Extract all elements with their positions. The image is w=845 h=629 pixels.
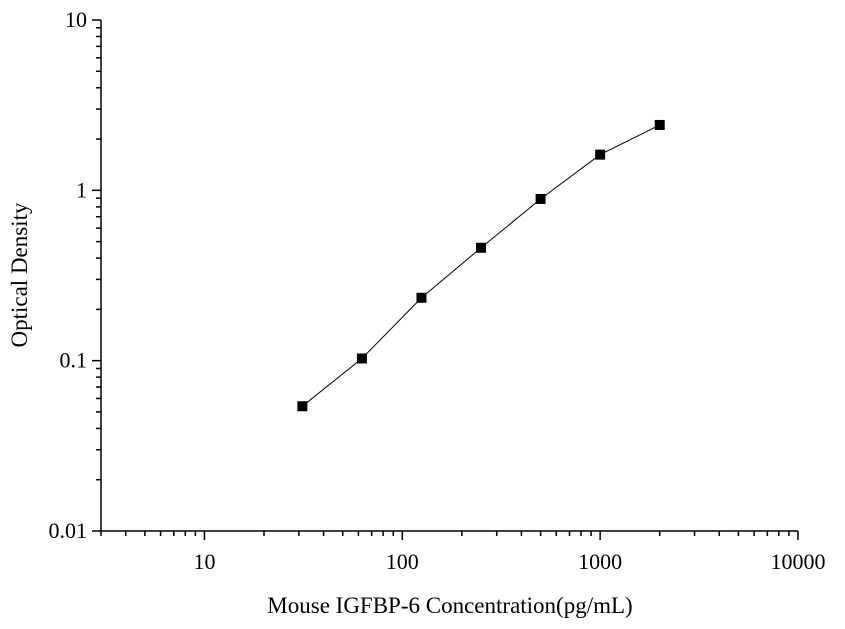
x-tick-label: 1000 [578,549,622,574]
y-tick-label: 0.01 [49,518,88,543]
data-point [654,119,665,130]
data-point [476,242,487,253]
axes [100,20,798,532]
x-tick-label: 10000 [771,549,826,574]
y-tick-label: 0.1 [60,348,88,373]
x-tick-label: 100 [386,549,419,574]
data-point [297,401,308,412]
series-layer [297,119,665,412]
data-point [535,193,546,204]
data-point [595,149,606,160]
data-point [416,292,427,303]
y-axis-title: Optical Density [7,202,32,347]
tick-labels: 10 100 1000 10000 0.01 0.1 1 10 [49,7,826,574]
ticks [92,19,799,540]
y-tick-label: 10 [65,7,87,32]
x-tick-label: 10 [193,549,215,574]
x-axis-title: Mouse IGFBP-6 Concentration(pg/mL) [267,593,632,618]
y-tick-label: 1 [76,177,87,202]
data-point [356,353,367,364]
series-line [302,124,660,407]
